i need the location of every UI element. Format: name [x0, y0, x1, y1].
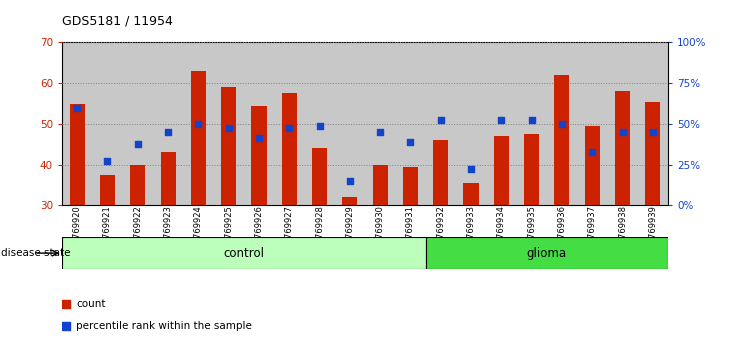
Bar: [365, 42, 396, 205]
Text: count: count: [76, 299, 105, 309]
Bar: [62, 237, 426, 269]
Bar: [221, 87, 237, 205]
Bar: [304, 42, 335, 205]
Point: [132, 141, 144, 147]
Text: percentile rank within the sample: percentile rank within the sample: [76, 321, 252, 331]
Text: disease state: disease state: [1, 248, 70, 258]
Bar: [93, 42, 123, 205]
Bar: [638, 42, 668, 205]
Bar: [69, 104, 85, 205]
Point: [72, 105, 83, 110]
Point: [465, 166, 477, 171]
Bar: [312, 148, 327, 205]
Bar: [517, 42, 547, 205]
Bar: [274, 42, 304, 205]
Point: [647, 129, 658, 135]
Bar: [426, 237, 668, 269]
Text: GDS5181 / 11954: GDS5181 / 11954: [62, 14, 173, 27]
Point: [279, 186, 291, 192]
Bar: [524, 134, 539, 205]
Bar: [130, 165, 145, 205]
Bar: [547, 42, 577, 205]
Bar: [645, 102, 661, 205]
Point: [344, 178, 356, 184]
Bar: [493, 136, 509, 205]
Bar: [161, 152, 176, 205]
Bar: [426, 42, 456, 205]
Point: [496, 117, 507, 123]
Bar: [577, 42, 607, 205]
Point: [283, 125, 295, 131]
Point: [617, 129, 629, 135]
Text: glioma: glioma: [527, 247, 566, 259]
Point: [586, 149, 598, 155]
Bar: [153, 42, 183, 205]
Point: [193, 121, 204, 127]
Bar: [342, 197, 358, 205]
Bar: [372, 165, 388, 205]
Bar: [62, 42, 93, 205]
Point: [223, 125, 234, 131]
Bar: [585, 126, 600, 205]
Bar: [403, 167, 418, 205]
Bar: [486, 42, 517, 205]
Point: [162, 129, 174, 135]
Bar: [554, 75, 569, 205]
Bar: [456, 42, 486, 205]
Point: [253, 135, 265, 141]
Bar: [282, 93, 297, 205]
Bar: [464, 183, 479, 205]
Bar: [396, 42, 426, 205]
Point: [101, 158, 113, 164]
Bar: [123, 42, 153, 205]
Point: [435, 117, 447, 123]
Bar: [433, 140, 448, 205]
Bar: [607, 42, 638, 205]
Bar: [615, 91, 630, 205]
Bar: [100, 175, 115, 205]
Text: control: control: [223, 247, 264, 259]
Bar: [183, 42, 214, 205]
Bar: [251, 105, 266, 205]
Point: [404, 139, 416, 145]
Bar: [214, 42, 244, 205]
Bar: [244, 42, 274, 205]
Point: [314, 123, 326, 129]
Point: [374, 129, 386, 135]
Bar: [191, 71, 206, 205]
Point: [526, 117, 537, 123]
Point: [556, 121, 568, 127]
Bar: [335, 42, 365, 205]
